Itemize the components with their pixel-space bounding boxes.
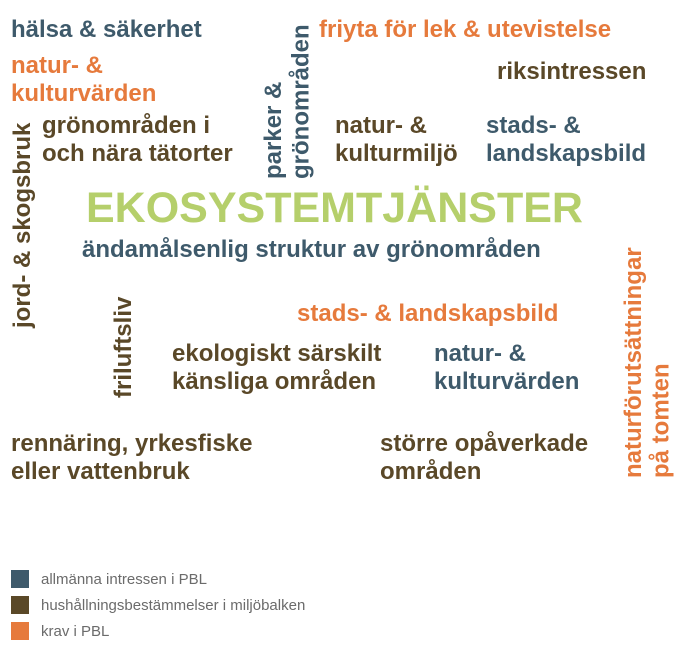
- word-rennaring: rennäring, yrkesfiske eller vattenbruk: [11, 430, 252, 485]
- legend-row: krav i PBL: [11, 622, 305, 640]
- legend-swatch-orange: [11, 622, 29, 640]
- legend-label: allmänna intressen i PBL: [41, 571, 207, 588]
- wordcloud-canvas: hälsa & säkerhet friyta för lek & utevis…: [0, 0, 680, 655]
- word-friluftsliv: friluftsliv: [110, 278, 138, 398]
- legend-row: hushållningsbestämmelser i miljöbalken: [11, 596, 305, 614]
- word-natur-kulturmiljo: natur- & kulturmiljö: [335, 112, 458, 167]
- word-jord-skogs: jord- & skogsbruk: [9, 108, 37, 328]
- word-stads-landskap-2: stads- & landskapsbild: [297, 300, 558, 328]
- legend-swatch-blue: [11, 570, 29, 588]
- legend-label: krav i PBL: [41, 623, 109, 640]
- word-naturforutsattningar: naturförutsättningar på tomten: [620, 178, 675, 478]
- legend: allmänna intressen i PBL hushållningsbes…: [11, 562, 305, 640]
- word-natur-kulturvarden-b: natur- & kulturvärden: [434, 340, 579, 395]
- word-natur-kulturvarden-o: natur- & kulturvärden: [11, 52, 156, 107]
- word-ekosystemtjanster: EKOSYSTEMTJÄNSTER: [86, 184, 583, 233]
- word-ekologiskt: ekologiskt särskilt känsliga områden: [172, 340, 381, 395]
- word-andamalsenlig: ändamålsenlig struktur av grönområden: [82, 236, 541, 264]
- word-friyta: friyta för lek & utevistelse: [319, 16, 611, 44]
- legend-row: allmänna intressen i PBL: [11, 570, 305, 588]
- word-halsa-sakerhet: hälsa & säkerhet: [11, 16, 202, 44]
- legend-label: hushållningsbestämmelser i miljöbalken: [41, 597, 305, 614]
- word-parker-gron: parker & grönområden: [260, 14, 315, 179]
- legend-swatch-brown: [11, 596, 29, 614]
- word-stads-landskap-1: stads- & landskapsbild: [486, 112, 646, 167]
- word-gronomraden-tatorter: grönområden i och nära tätorter: [42, 112, 233, 167]
- word-riksintressen: riksintressen: [497, 58, 646, 86]
- word-storre-opaverkade: större opåverkade områden: [380, 430, 588, 485]
